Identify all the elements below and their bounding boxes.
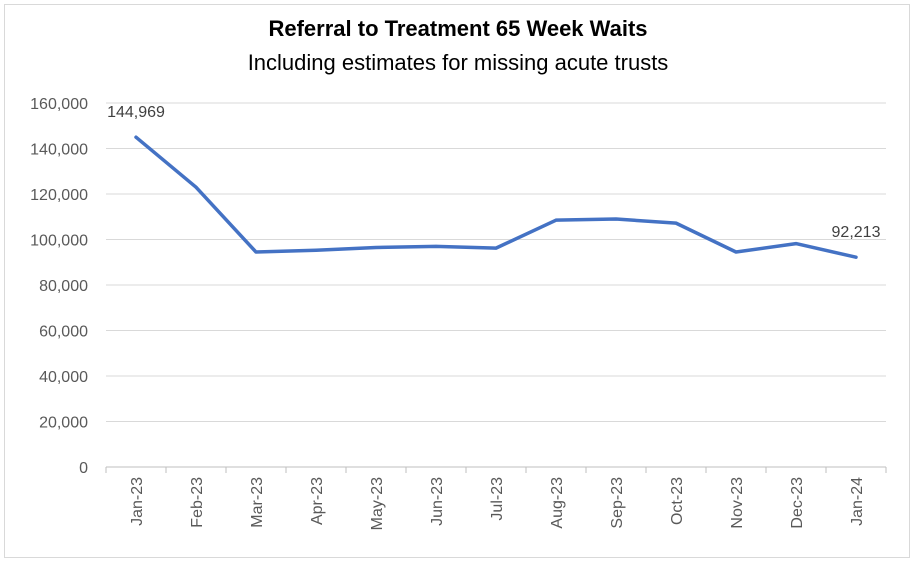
y-tick-label: 40,000 bbox=[39, 369, 88, 386]
x-tick-label: Apr-23 bbox=[309, 477, 326, 525]
data-point bbox=[194, 185, 198, 189]
x-tick-label: Sep-23 bbox=[609, 477, 626, 529]
data-point bbox=[254, 250, 258, 254]
x-tick-label: May-23 bbox=[369, 477, 386, 530]
data-label: 144,969 bbox=[107, 104, 165, 121]
y-tick-label: 140,000 bbox=[30, 142, 88, 159]
x-tick-label: Aug-23 bbox=[549, 477, 566, 529]
gridlines bbox=[106, 102, 886, 422]
y-tick-label: 20,000 bbox=[39, 415, 88, 432]
x-tick-label: Mar-23 bbox=[249, 477, 266, 528]
data-point bbox=[134, 135, 138, 139]
data-label: 92,213 bbox=[832, 224, 881, 241]
data-point bbox=[314, 248, 318, 252]
x-tick-label: Oct-23 bbox=[669, 477, 686, 525]
data-point bbox=[854, 255, 858, 259]
x-axis bbox=[105, 466, 887, 473]
data-point bbox=[374, 245, 378, 249]
x-axis-tick-labels: Jan-23 Feb-23 Mar-23 Apr-23 May-23 Jun-23 Jul-… bbox=[129, 477, 866, 530]
y-tick-label: 160,000 bbox=[30, 96, 88, 113]
x-tick-label: Jan-23 bbox=[129, 477, 146, 526]
data-point bbox=[614, 217, 618, 221]
y-tick-label: 60,000 bbox=[39, 324, 88, 341]
chart-subtitle: Including estimates for missing acute tr… bbox=[247, 50, 669, 75]
y-tick-label: 120,000 bbox=[30, 187, 88, 204]
data-point bbox=[554, 218, 558, 222]
y-tick-label: 0 bbox=[79, 460, 88, 477]
x-tick-label: Feb-23 bbox=[189, 477, 206, 528]
data-point bbox=[794, 242, 798, 246]
x-tick-label: Jun-23 bbox=[429, 477, 446, 526]
data-point bbox=[434, 244, 438, 248]
data-point bbox=[494, 246, 498, 250]
y-axis-tick-labels: 0 20,000 40,000 60,000 80,000 100,000 120,000 1… bbox=[30, 96, 88, 477]
data-point bbox=[674, 221, 678, 225]
x-tick-label: Dec-23 bbox=[789, 477, 806, 529]
data-point bbox=[734, 250, 738, 254]
x-tick-label: Nov-23 bbox=[729, 477, 746, 529]
x-tick-label: Jul-23 bbox=[489, 477, 506, 521]
chart-title: Referral to Treatment 65 Week Waits bbox=[268, 16, 648, 41]
data-labels: 144,969 92,213 bbox=[107, 104, 880, 241]
y-tick-label: 80,000 bbox=[39, 278, 88, 295]
chart-area bbox=[4, 4, 910, 558]
series-layer bbox=[134, 135, 858, 259]
x-tick-label: Jan-24 bbox=[849, 477, 866, 526]
y-tick-label: 100,000 bbox=[30, 233, 88, 250]
